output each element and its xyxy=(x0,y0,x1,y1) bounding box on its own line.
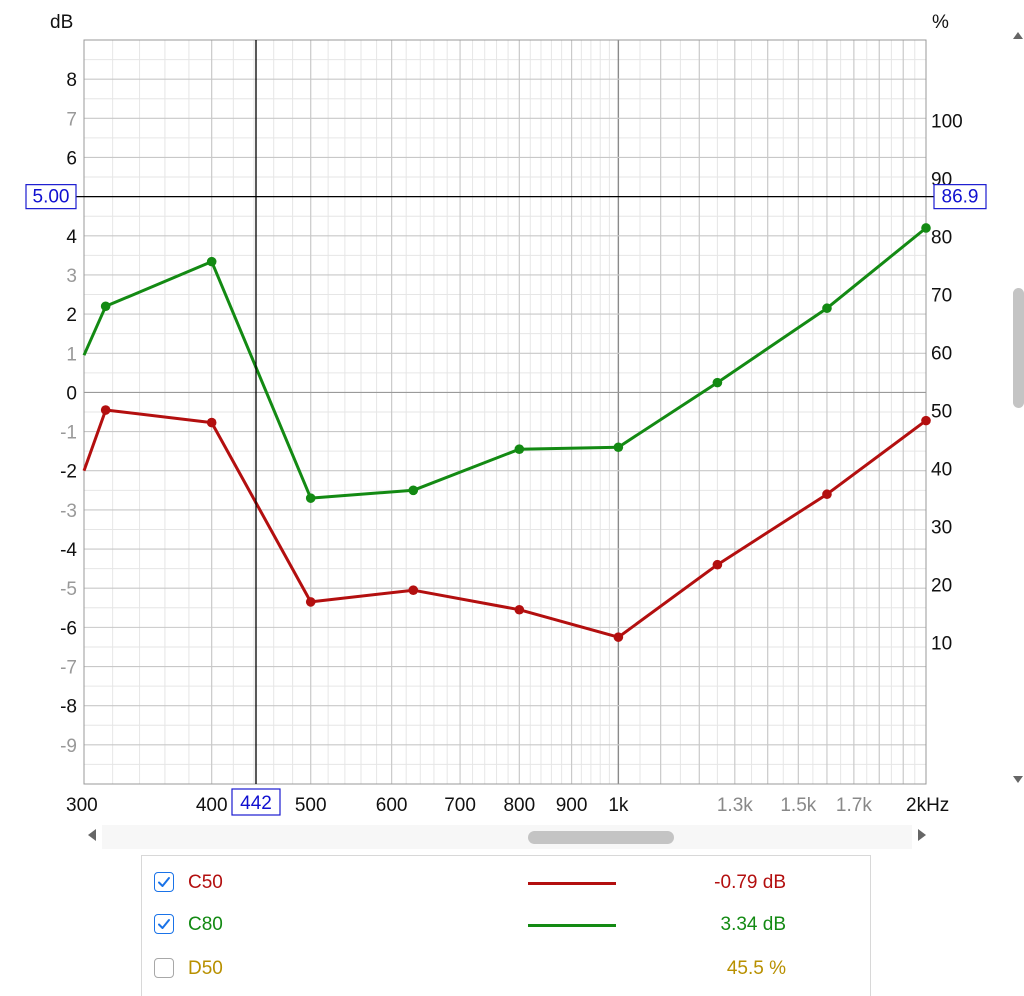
y-left-tick-label: -2 xyxy=(60,462,77,483)
y-left-tick-label: 2 xyxy=(66,305,77,326)
y-right-tick-label: 30 xyxy=(931,518,952,539)
cursor-y-left-label: 5.00 xyxy=(33,187,70,208)
y-left-tick-label: 4 xyxy=(66,227,77,248)
y-right-tick-label: 70 xyxy=(931,286,952,307)
checkmark-icon xyxy=(158,877,170,887)
x-tick-label: 400 xyxy=(196,795,228,816)
c80-value: 3.34 dB xyxy=(720,914,787,935)
data-point-c80[interactable] xyxy=(305,493,316,503)
data-point-c50[interactable] xyxy=(100,405,111,415)
data-point-c80[interactable] xyxy=(921,223,931,233)
x-tick-label: 1.3k xyxy=(717,795,753,816)
x-tick-label: 500 xyxy=(295,795,327,816)
data-point-c50[interactable] xyxy=(514,604,525,615)
y-left-tick-label: 0 xyxy=(66,383,77,404)
vertical-scrollbar[interactable] xyxy=(1010,30,1024,785)
y-left-tick-label: -1 xyxy=(60,423,77,444)
data-point-c80[interactable] xyxy=(822,303,832,314)
x-tick-label: 900 xyxy=(556,795,588,816)
data-point-c80[interactable] xyxy=(408,485,419,496)
d50-value: 45.5 % xyxy=(726,958,786,979)
vertical-scrollbar-thumb[interactable] xyxy=(1013,288,1024,408)
y-left-tick-label: 3 xyxy=(66,266,77,287)
data-point-c50[interactable] xyxy=(921,415,931,426)
series-line-c50 xyxy=(82,408,927,639)
y-right-tick-label: 20 xyxy=(931,576,952,597)
d50-checkbox[interactable] xyxy=(154,958,174,978)
series-line-c80 xyxy=(82,226,927,500)
legend-panel: C50 -0.79 dB C80 3.34 dB D50 45.5 % xyxy=(141,855,871,996)
y-right-axis-label: % xyxy=(932,12,949,33)
checkmark-icon xyxy=(158,919,170,929)
data-point-c80[interactable] xyxy=(206,256,217,267)
y-left-tick-label: -8 xyxy=(60,697,77,718)
y-right-tick-label: 100 xyxy=(931,112,963,133)
x-tick-label: 1k xyxy=(608,795,629,816)
data-point-c80[interactable] xyxy=(712,377,723,388)
x-tick-label: 1.7k xyxy=(836,795,872,816)
y-left-tick-label: -6 xyxy=(60,618,77,639)
data-point-c50[interactable] xyxy=(305,597,316,607)
y-right-tick-label: 40 xyxy=(931,460,952,481)
scrollbar-track[interactable] xyxy=(102,825,912,849)
y-right-tick-label: 50 xyxy=(931,402,952,423)
y-left-axis-label: dB xyxy=(50,12,73,33)
y-left-tick-label: -9 xyxy=(60,736,77,757)
data-point-c80[interactable] xyxy=(514,444,525,455)
x-tick-label: 800 xyxy=(503,795,535,816)
scroll-left-arrow-icon[interactable] xyxy=(88,829,96,841)
legend-item-c50[interactable]: C50 -0.79 dB xyxy=(142,870,870,900)
y-right-tick-label: 80 xyxy=(931,228,952,249)
cursor-x-label: 442 xyxy=(240,793,272,814)
legend-item-d50[interactable]: D50 45.5 % xyxy=(142,956,870,986)
cursor-y-right-label: 86.9 xyxy=(942,187,979,208)
c50-line-swatch xyxy=(528,882,616,885)
scroll-up-arrow-icon[interactable] xyxy=(1013,32,1023,39)
y-left-tick-label: 8 xyxy=(66,70,77,91)
x-tick-label: 700 xyxy=(444,795,476,816)
scroll-right-arrow-icon[interactable] xyxy=(918,829,926,841)
c50-label: C50 xyxy=(188,872,223,893)
scroll-down-arrow-icon[interactable] xyxy=(1013,776,1023,783)
legend-item-c80[interactable]: C80 3.34 dB xyxy=(142,912,870,942)
cursor-y-left-box xyxy=(25,184,77,210)
plot-frame xyxy=(83,39,927,785)
y-right-tick-label: 60 xyxy=(931,344,952,365)
data-point-c50[interactable] xyxy=(613,632,624,642)
d50-label: D50 xyxy=(188,958,223,979)
c80-checkbox[interactable] xyxy=(154,914,174,934)
y-left-tick-label: -4 xyxy=(60,540,77,561)
y-left-tick-label: 1 xyxy=(66,344,77,365)
data-point-c80[interactable] xyxy=(100,301,111,312)
data-point-c50[interactable] xyxy=(712,559,723,570)
data-point-c80[interactable] xyxy=(613,442,624,453)
x-tick-label: 1.5k xyxy=(780,795,816,816)
major-grid xyxy=(84,40,926,784)
y-right-tick-label: 10 xyxy=(931,634,952,655)
cursor-x-box xyxy=(231,788,281,816)
cursor-y-right-box xyxy=(933,184,987,210)
horizontal-scrollbar[interactable] xyxy=(84,825,930,851)
x-tick-label: 300 xyxy=(66,795,98,816)
c50-checkbox[interactable] xyxy=(154,872,174,892)
y-left-tick-label: 6 xyxy=(66,148,77,169)
y-left-tick-label: -5 xyxy=(60,579,77,600)
c80-label: C80 xyxy=(188,914,223,935)
data-point-c50[interactable] xyxy=(206,417,217,428)
y-left-tick-label: -3 xyxy=(60,501,77,522)
x-tick-label: 600 xyxy=(376,795,408,816)
c80-line-swatch xyxy=(528,924,616,927)
c50-value: -0.79 dB xyxy=(714,872,786,893)
data-point-c50[interactable] xyxy=(408,585,419,595)
y-left-tick-label: -7 xyxy=(60,658,77,679)
x-tick-label: 2kHz xyxy=(906,795,949,816)
y-left-tick-label: 7 xyxy=(66,109,77,130)
scrollbar-thumb[interactable] xyxy=(528,831,674,844)
data-point-c50[interactable] xyxy=(822,489,832,500)
